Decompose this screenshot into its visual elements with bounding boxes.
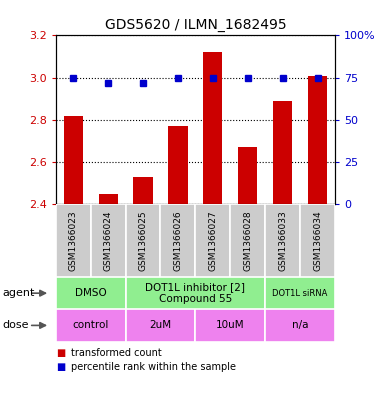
Text: GSM1366027: GSM1366027 xyxy=(208,210,218,271)
Text: DOT1L inhibitor [2]
Compound 55: DOT1L inhibitor [2] Compound 55 xyxy=(146,283,245,304)
Bar xyxy=(161,204,195,277)
Text: dose: dose xyxy=(2,320,28,331)
Text: percentile rank within the sample: percentile rank within the sample xyxy=(71,362,236,372)
Bar xyxy=(230,204,265,277)
Text: GSM1366025: GSM1366025 xyxy=(139,210,147,271)
Bar xyxy=(91,204,126,277)
Title: GDS5620 / ILMN_1682495: GDS5620 / ILMN_1682495 xyxy=(105,18,286,31)
Text: GSM1366033: GSM1366033 xyxy=(278,210,287,271)
Text: GSM1366028: GSM1366028 xyxy=(243,210,252,271)
Bar xyxy=(195,309,265,342)
Bar xyxy=(203,52,223,204)
Text: n/a: n/a xyxy=(292,320,308,331)
Bar xyxy=(126,309,195,342)
Bar xyxy=(238,147,257,204)
Bar xyxy=(126,204,161,277)
Text: 2uM: 2uM xyxy=(149,320,172,331)
Bar xyxy=(56,277,126,309)
Text: DMSO: DMSO xyxy=(75,288,107,298)
Text: 10uM: 10uM xyxy=(216,320,244,331)
Text: GSM1366034: GSM1366034 xyxy=(313,210,322,271)
Bar xyxy=(56,309,126,342)
Text: GSM1366024: GSM1366024 xyxy=(104,211,113,271)
Text: agent: agent xyxy=(2,288,34,298)
Bar xyxy=(273,101,292,204)
Text: DOT1L siRNA: DOT1L siRNA xyxy=(272,289,328,298)
Bar xyxy=(300,204,335,277)
Bar xyxy=(134,177,152,204)
Text: GSM1366026: GSM1366026 xyxy=(173,210,182,271)
Bar xyxy=(99,194,118,204)
Bar xyxy=(265,309,335,342)
Text: GSM1366023: GSM1366023 xyxy=(69,210,78,271)
Bar xyxy=(308,75,327,204)
Text: ■: ■ xyxy=(56,348,65,358)
Bar xyxy=(195,204,230,277)
Bar xyxy=(265,277,335,309)
Bar xyxy=(168,126,187,204)
Text: transformed count: transformed count xyxy=(71,348,162,358)
Text: control: control xyxy=(72,320,109,331)
Bar xyxy=(56,204,91,277)
Bar xyxy=(64,116,83,204)
Text: ■: ■ xyxy=(56,362,65,372)
Bar xyxy=(126,277,265,309)
Bar xyxy=(265,204,300,277)
